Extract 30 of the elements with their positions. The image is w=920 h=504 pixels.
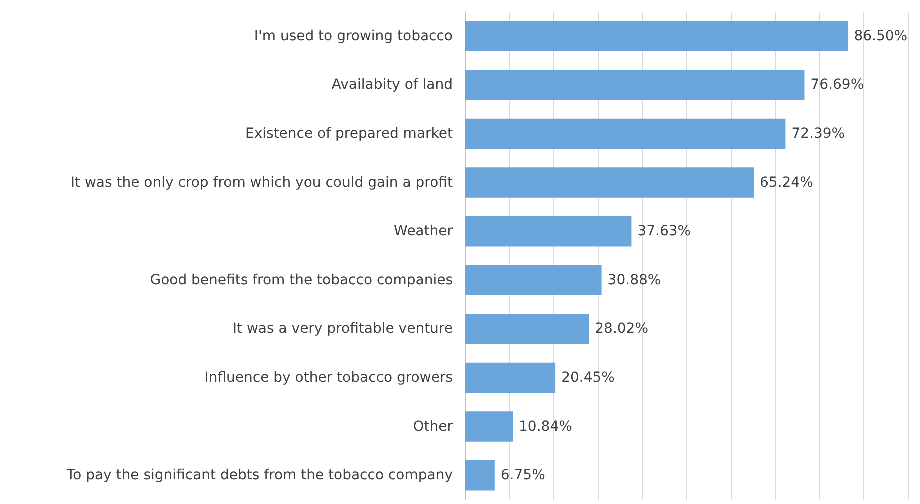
bar [465,216,632,247]
data-label: 28.02% [595,321,649,338]
data-label: 72.39% [792,126,846,142]
bar [465,168,754,198]
y-tick-label: To pay the significant debts from the tobacco company [66,468,453,484]
bar [465,314,590,344]
bar [465,118,786,150]
y-tick-label: It was the only crop from which you could gain a profit [70,174,454,191]
data-label: 86.50% [854,28,908,44]
y-tick-label: It was a very profitable venture [232,321,453,338]
data-label: 20.45% [562,370,615,386]
y-tick-label: Availabity of land [332,77,453,94]
data-label: 76.69% [810,77,864,94]
y-tick-label: Existence of prepared market [246,126,454,142]
data-label: 37.63% [638,224,692,240]
bar [465,265,602,296]
y-tick-label: Influence by other tobacco growers [204,370,453,386]
y-tick-label: Good benefits from the tobacco companies [150,272,453,288]
data-label: 65.24% [760,174,814,191]
bar [465,412,514,442]
bar [465,362,556,394]
data-label: 30.88% [608,272,662,288]
y-tick-label: Other [413,418,454,435]
bar [465,70,805,100]
data-label: 10.84% [519,418,572,435]
bar [465,460,495,491]
bar [465,21,848,52]
data-label: 6.75% [500,468,546,484]
y-tick-label: I'm used to growing tobacco [254,28,453,44]
y-tick-label: Weather [394,224,454,240]
